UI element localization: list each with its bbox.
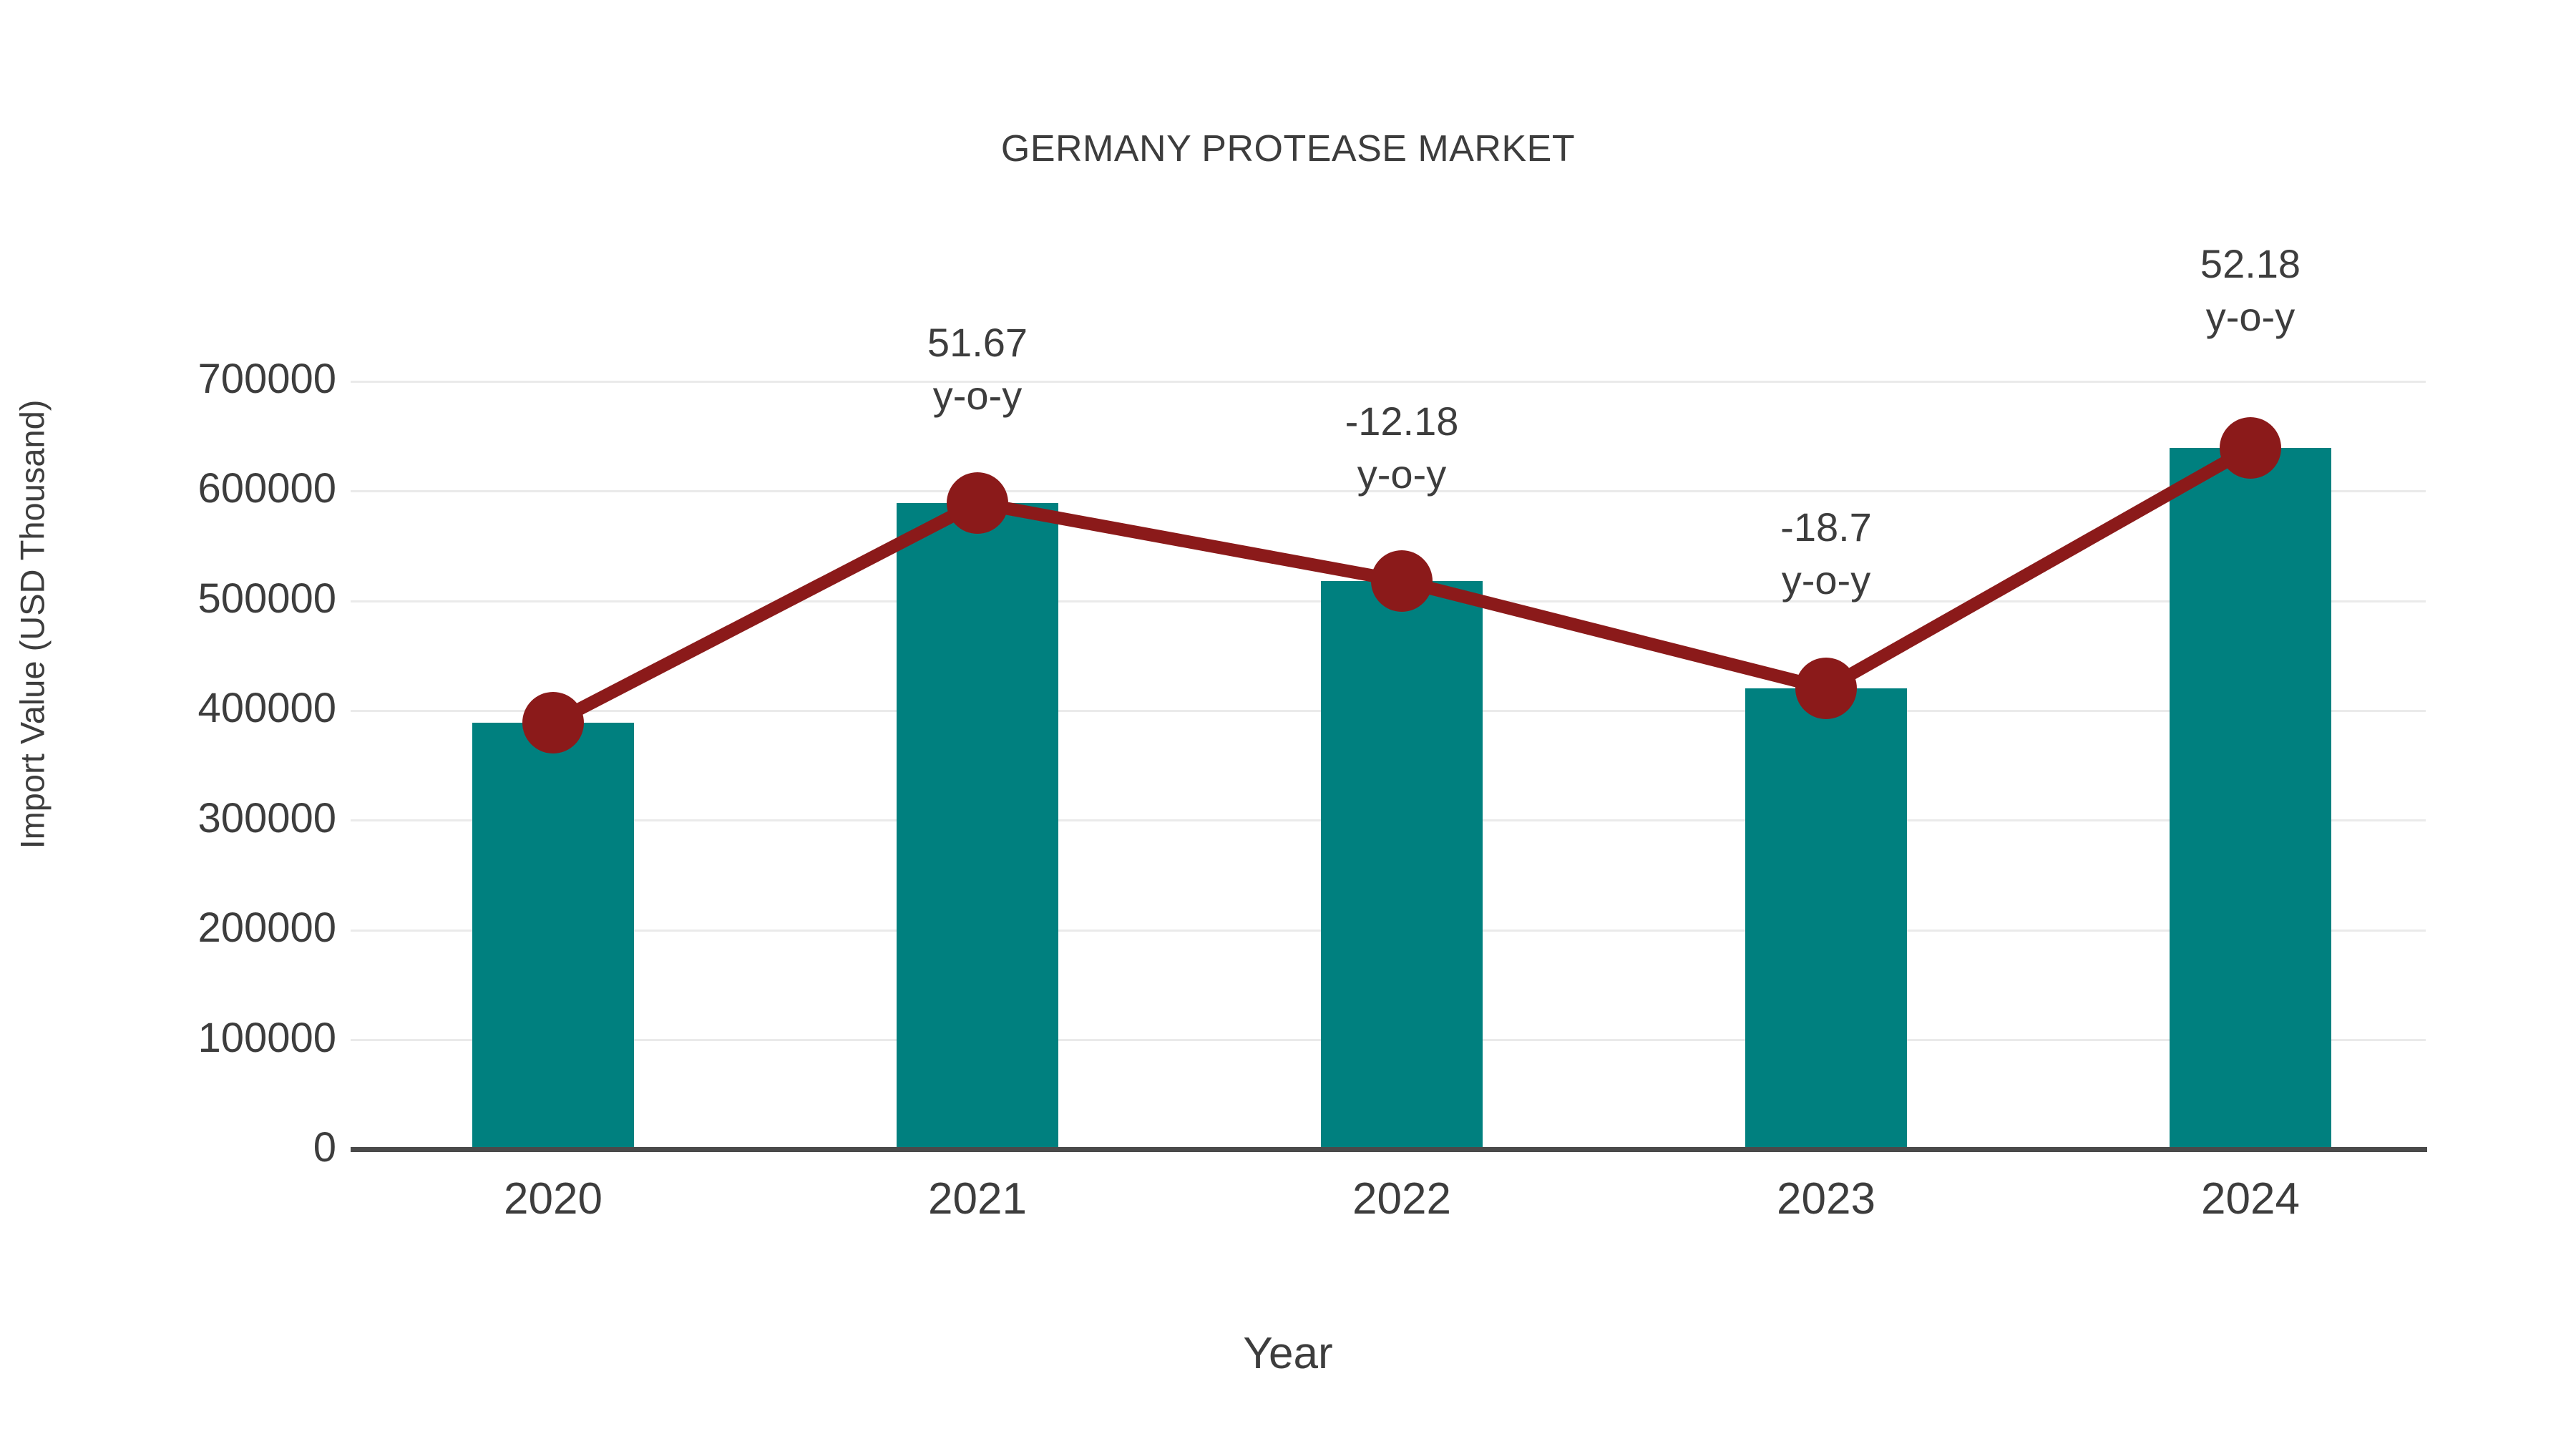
y-tick-label-700000: 700000 xyxy=(197,356,336,402)
bar-2021[interactable] xyxy=(897,503,1058,1148)
annotation-2022: -12.18 y-o-y xyxy=(1237,395,1566,502)
y-tick-label-100000: 100000 xyxy=(197,1015,336,1061)
bar-2024[interactable] xyxy=(2170,448,2331,1148)
annotation-2024-suffix: y-o-y xyxy=(2205,294,2296,340)
annotation-2024: 52.18 y-o-y xyxy=(2086,238,2415,344)
x-axis-line xyxy=(351,1147,2427,1152)
y-tick-label-0: 0 xyxy=(313,1124,336,1171)
annotation-2024-value: 52.18 xyxy=(2200,241,2301,286)
annotation-2022-value: -12.18 xyxy=(1345,399,1459,444)
annotation-2023-value: -18.7 xyxy=(1780,504,1872,550)
chart-title: GERMANY PROTEASE MARKET xyxy=(1000,128,1576,170)
y-tick-label-500000: 500000 xyxy=(197,575,336,622)
annotation-2023: -18.7 y-o-y xyxy=(1662,501,1991,608)
annotation-2023-suffix: y-o-y xyxy=(1781,557,1871,603)
y-tick-label-400000: 400000 xyxy=(197,685,336,731)
annotation-2022-suffix: y-o-y xyxy=(1357,452,1447,497)
bar-2022[interactable] xyxy=(1321,581,1483,1148)
y-tick-label-300000: 300000 xyxy=(197,795,336,841)
x-tick-label-2021: 2021 xyxy=(928,1174,1027,1224)
x-tick-label-2022: 2022 xyxy=(1352,1174,1451,1224)
x-axis-title: Year xyxy=(1243,1329,1333,1378)
y-tick-label-600000: 600000 xyxy=(197,465,336,512)
bar-2023[interactable] xyxy=(1745,688,1907,1148)
annotation-2021-suffix: y-o-y xyxy=(932,373,1023,419)
x-tick-label-2024: 2024 xyxy=(2201,1174,2300,1224)
annotation-2021: 51.67 y-o-y xyxy=(813,316,1142,423)
x-tick-label-2023: 2023 xyxy=(1777,1174,1875,1224)
gridline-700000 xyxy=(351,381,2426,383)
bar-2020[interactable] xyxy=(472,723,634,1148)
annotation-2021-value: 51.67 xyxy=(927,320,1028,365)
y-tick-label-200000: 200000 xyxy=(197,904,336,951)
x-tick-label-2020: 2020 xyxy=(504,1174,602,1224)
